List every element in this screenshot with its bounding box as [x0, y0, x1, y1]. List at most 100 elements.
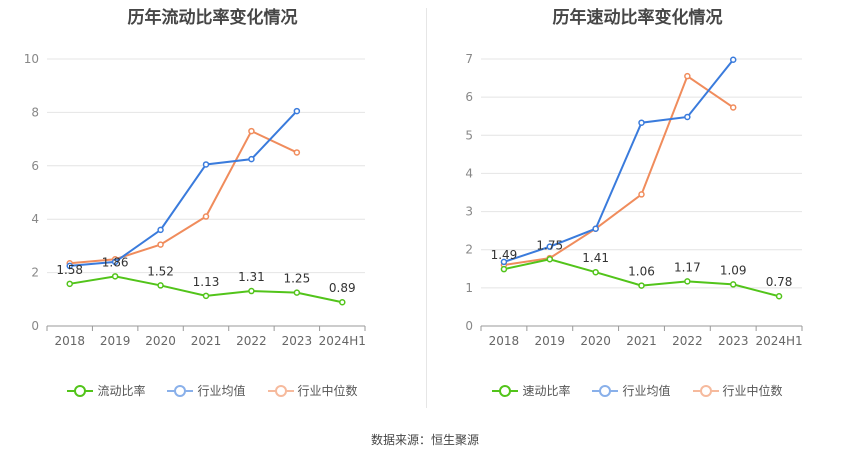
data-label: 1.06: [628, 265, 655, 279]
y-tick-label: 2: [31, 266, 39, 280]
data-point: [157, 241, 164, 248]
series-line: [69, 110, 298, 267]
x-tick-label: 2019: [535, 334, 566, 348]
data-point: [729, 56, 737, 64]
data-label: 1.13: [193, 275, 220, 289]
data-point: [157, 282, 164, 289]
y-tick-label: 3: [465, 205, 473, 219]
x-tick-label: 2020: [145, 334, 176, 348]
data-point: [546, 243, 554, 250]
data-point: [684, 72, 691, 80]
data-point: [729, 281, 737, 288]
chart-title: 历年速动比率变化情况: [552, 8, 723, 28]
legend-item[interactable]: 行业中位数: [267, 382, 358, 399]
y-tick-label: 6: [465, 90, 473, 104]
data-point: [592, 225, 599, 232]
y-tick-label: 6: [31, 159, 39, 173]
data-label: 1.52: [147, 264, 174, 278]
y-tick-label: 4: [31, 212, 39, 226]
legend-item[interactable]: 流动比率: [67, 382, 145, 399]
legend-item[interactable]: 行业均值: [592, 382, 671, 399]
data-point: [775, 292, 783, 300]
data-label: 1.58: [56, 263, 83, 277]
series-line: [503, 74, 734, 266]
legend-item[interactable]: 行业中位数: [692, 382, 783, 399]
y-tick-label: 4: [465, 166, 473, 180]
chart-legend: 流动比率 行业均值 行业中位数: [0, 382, 425, 399]
current-ratio-chart: 历年流动比率变化情况 0 2 4 6 8 10 2018 2019 2020 2021 2022 20…: [0, 0, 425, 420]
legend-line-icon: [67, 384, 94, 397]
y-tick-label: 8: [31, 105, 39, 119]
x-tick-label: 2022: [236, 334, 267, 348]
data-label: 1.25: [283, 272, 310, 286]
legend-item[interactable]: 速动比率: [492, 382, 570, 399]
data-point: [684, 278, 691, 285]
y-tick-label: 2: [465, 243, 473, 257]
legend-label: 行业中位数: [297, 384, 358, 398]
data-label: 1.09: [720, 263, 747, 277]
data-point: [248, 127, 255, 135]
series-line: [69, 129, 298, 265]
data-source-note: 数据来源：恒生聚源: [370, 433, 479, 447]
data-point: [66, 280, 73, 288]
series-line: [503, 59, 734, 263]
data-label: 0.89: [329, 281, 356, 295]
legend-label: 流动比率: [97, 384, 146, 398]
x-tick-label: 2024H1: [319, 334, 366, 348]
panel-divider: [426, 8, 427, 408]
chart-title: 历年流动比率变化情况: [127, 8, 298, 28]
data-point: [546, 256, 554, 263]
data-point: [111, 273, 119, 280]
data-point: [248, 155, 255, 163]
data-point: [293, 149, 301, 156]
data-label: 1.75: [536, 238, 563, 252]
data-point: [202, 161, 210, 168]
x-tick-label: 2019: [100, 334, 131, 348]
data-point: [202, 292, 210, 300]
y-tick-label: 5: [465, 128, 473, 142]
x-tick-label: 2018: [54, 334, 85, 348]
data-label: 0.78: [766, 275, 793, 289]
legend-label: 行业均值: [197, 384, 246, 398]
legend-label: 行业均值: [622, 384, 671, 398]
y-tick-label: 10: [24, 52, 39, 66]
data-point: [111, 258, 119, 266]
y-tick-label: 0: [465, 319, 473, 333]
quick-ratio-plot: 0 1 2 3 4 5 6 7 2018 2019 2020 2021 2022 2023 2024H1 1.…: [465, 52, 802, 348]
data-point: [638, 282, 645, 289]
data-point: [638, 119, 645, 126]
data-point: [293, 107, 301, 115]
chart-legend: 速动比率 行业均值 行业中位数: [425, 382, 850, 399]
data-point: [729, 104, 737, 111]
data-point: [500, 265, 508, 273]
data-point: [202, 213, 210, 220]
legend-line-icon: [267, 384, 294, 397]
y-tick-label: 1: [465, 281, 473, 295]
data-label: 1.31: [238, 270, 265, 284]
quick-ratio-chart: 历年速动比率变化情况 0 1 2 3 4 5 6 7 2018 2019 2020 2021 2022 2…: [425, 0, 850, 420]
x-tick-label: 2018: [489, 334, 520, 348]
x-tick-label: 2023: [718, 334, 749, 348]
y-tick-label: 0: [31, 319, 39, 333]
data-point: [248, 287, 255, 295]
legend-line-icon: [167, 384, 194, 397]
data-point: [66, 262, 73, 270]
data-point: [293, 289, 301, 296]
data-point: [500, 258, 508, 266]
data-point: [339, 298, 346, 306]
legend-item[interactable]: 行业均值: [167, 382, 246, 399]
legend-label: 速动比率: [522, 384, 571, 398]
data-point: [592, 268, 599, 276]
data-label: 1.41: [582, 251, 609, 265]
data-label: 1.49: [491, 248, 518, 262]
x-tick-label: 2021: [626, 334, 657, 348]
legend-label: 行业中位数: [722, 384, 783, 398]
current-ratio-plot: 0 2 4 6 8 10 2018 2019 2020 2021 2022 2023 2024H1 1.5…: [24, 52, 366, 348]
data-label: 1.17: [674, 260, 701, 274]
data-point: [638, 191, 645, 198]
x-tick-label: 2022: [672, 334, 703, 348]
data-point: [157, 226, 164, 234]
x-tick-label: 2020: [580, 334, 611, 348]
x-tick-label: 2023: [282, 334, 313, 348]
x-tick-label: 2024H1: [755, 334, 802, 348]
